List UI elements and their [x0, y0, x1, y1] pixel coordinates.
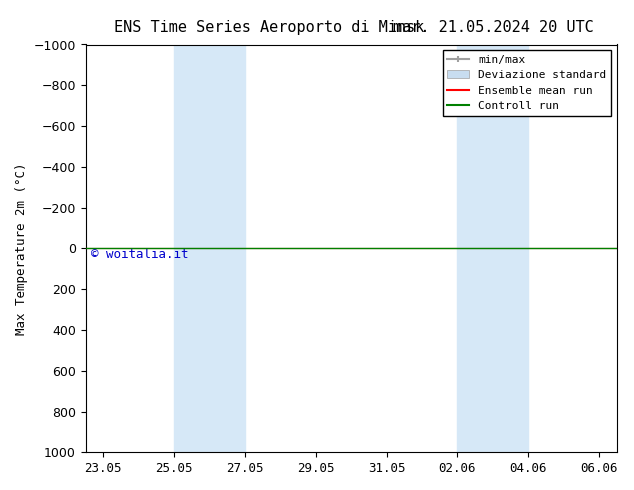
Bar	[174, 45, 245, 452]
Text: ENS Time Series Aeroporto di Minsk: ENS Time Series Aeroporto di Minsk	[114, 20, 424, 35]
Y-axis label: Max Temperature 2m (°C): Max Temperature 2m (°C)	[15, 162, 28, 335]
Legend: min/max, Deviazione standard, Ensemble mean run, Controll run: min/max, Deviazione standard, Ensemble m…	[443, 50, 611, 116]
Bar	[457, 45, 528, 452]
Text: © woitalia.it: © woitalia.it	[91, 248, 188, 261]
Text: mar. 21.05.2024 20 UTC: mar. 21.05.2024 20 UTC	[393, 20, 594, 35]
